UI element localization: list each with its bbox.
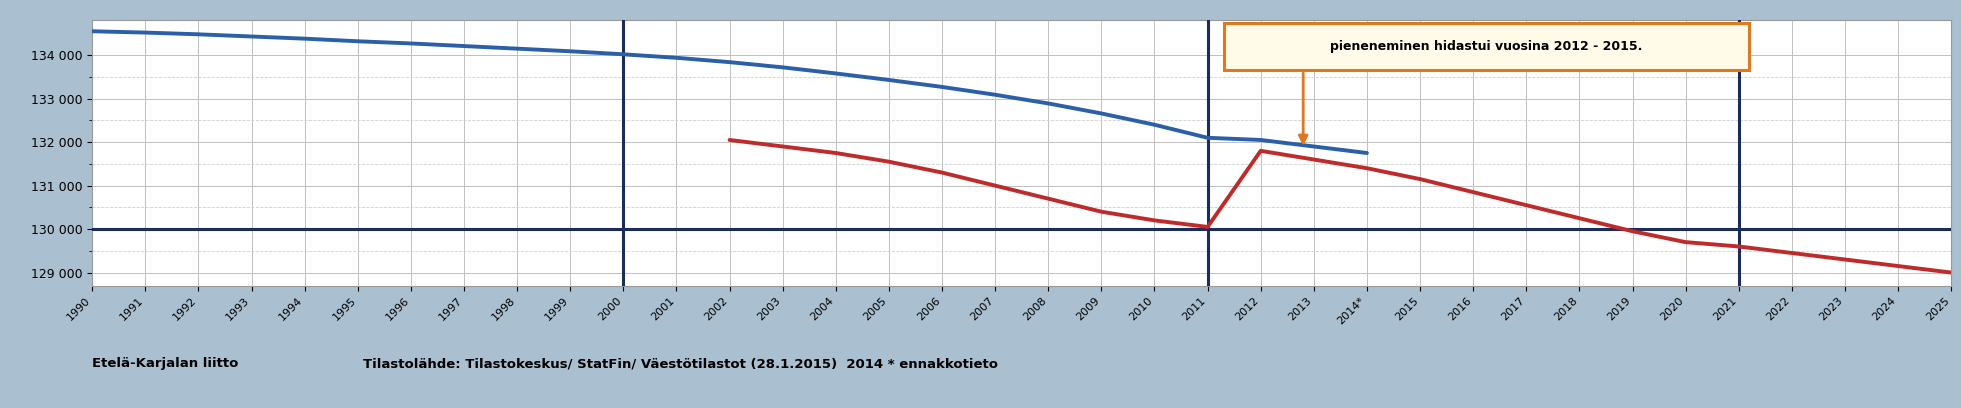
Text: Tilastolähde: Tilastokeskus/ StatFin/ Väestötilastot (28.1.2015)  2014 * ennakko: Tilastolähde: Tilastokeskus/ StatFin/ Vä… [363,357,998,370]
FancyBboxPatch shape [1224,22,1749,71]
Text: Etelä-Karjalan liitto: Etelä-Karjalan liitto [92,357,239,370]
Text: pieneneminen hidastui vuosina 2012 - 2015.: pieneneminen hidastui vuosina 2012 - 201… [1330,40,1643,53]
